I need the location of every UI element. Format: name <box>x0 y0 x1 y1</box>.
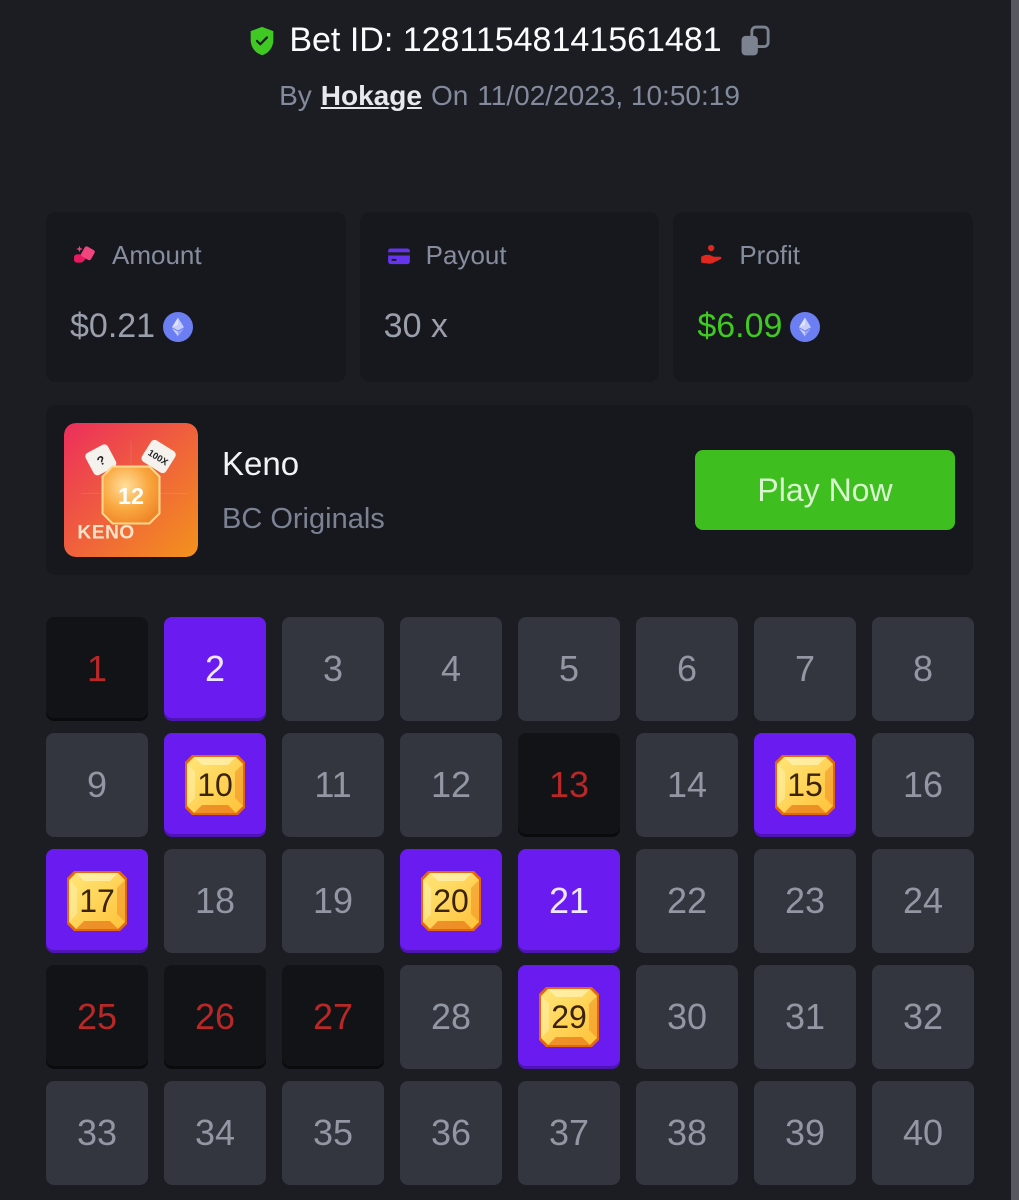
svg-text:KENO: KENO <box>77 523 134 544</box>
svg-text:12: 12 <box>118 483 144 509</box>
